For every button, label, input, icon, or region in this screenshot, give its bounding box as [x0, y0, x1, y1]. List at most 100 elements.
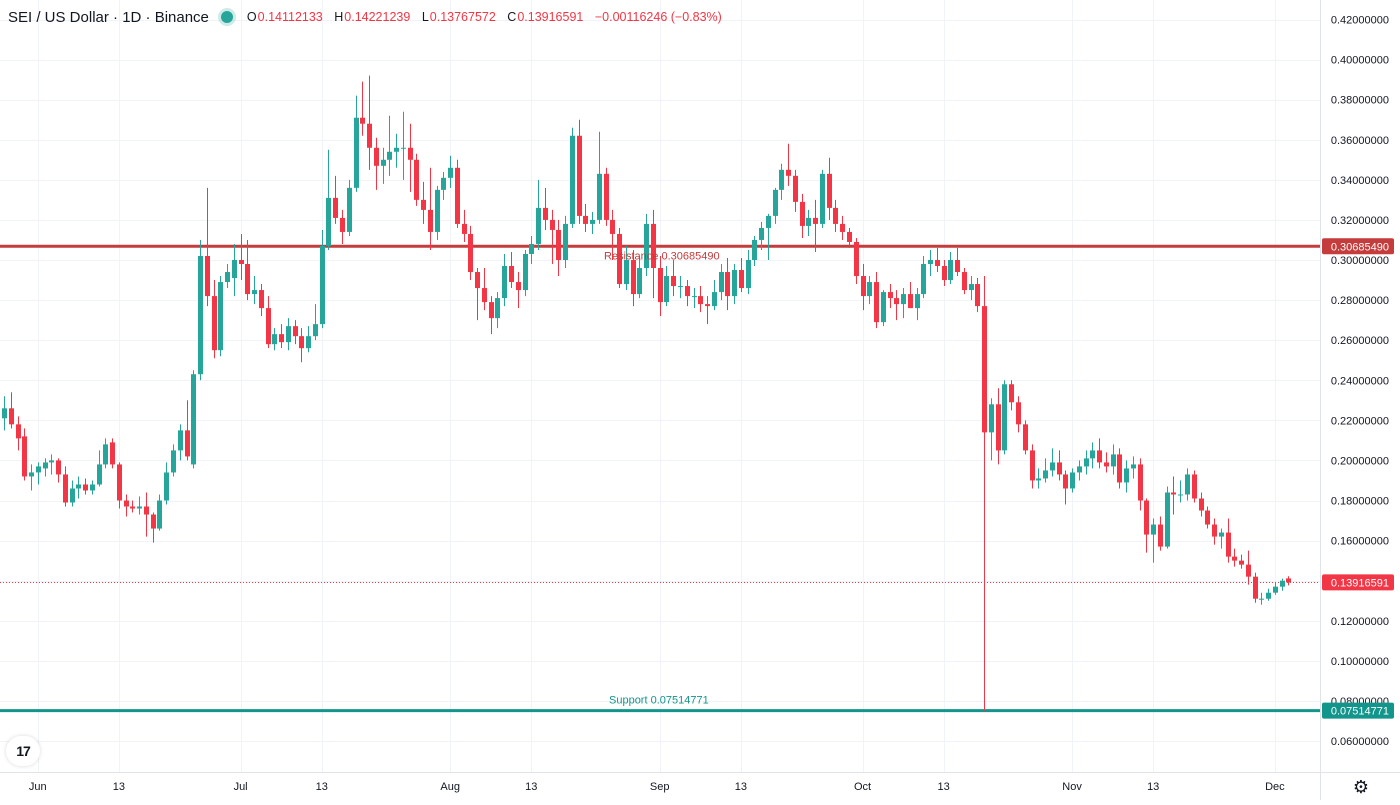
candle-body [800, 201, 805, 226]
time-tick-label: 13 [316, 781, 328, 793]
last-price-badge-label: 0.13916591 [1331, 577, 1389, 589]
candle-body [1002, 384, 1007, 451]
price-tick-label: 0.40000000 [1331, 55, 1389, 67]
candle-body [185, 430, 190, 457]
candle-body [1131, 464, 1136, 469]
time-tick-label: 13 [113, 781, 125, 793]
candle-body [1077, 466, 1082, 473]
candle-body [367, 123, 372, 148]
candle-body [164, 472, 169, 501]
time-tick-label: 13 [1147, 781, 1159, 793]
candle-body [191, 374, 196, 465]
resistance-badge [1322, 238, 1394, 255]
candle-body [671, 276, 676, 287]
gear-icon[interactable]: ⚙ [1352, 777, 1370, 797]
candle-body [921, 264, 926, 295]
candle-body [935, 260, 940, 267]
candle-body [272, 334, 277, 345]
candle-body [90, 484, 95, 491]
candle-body [712, 292, 717, 307]
market-status-icon [220, 11, 233, 23]
resistance-badge-label: 0.30685490 [1331, 241, 1389, 253]
price-tick-label: 0.32000000 [1331, 215, 1389, 227]
candle-body [435, 189, 440, 232]
candle-body [36, 466, 41, 473]
candle-body [1232, 556, 1237, 561]
tradingview-logo-icon[interactable]: 17 [6, 736, 40, 766]
candle-body [543, 207, 548, 220]
candle-body [583, 215, 588, 224]
candle-body [76, 484, 81, 489]
candle-body [306, 336, 311, 349]
candle-body [732, 270, 737, 297]
candle-body [725, 272, 730, 297]
time-tick-label: 13 [735, 781, 747, 793]
candle-body [901, 294, 906, 305]
candle-body [205, 255, 210, 297]
price-tick-label: 0.30000000 [1331, 255, 1389, 267]
candle-body [658, 268, 663, 303]
candle-body [70, 488, 75, 503]
candle-body [354, 117, 359, 188]
candle-body [252, 290, 257, 295]
candle-body [414, 159, 419, 200]
symbol-title[interactable]: SEI / US Dollar · 1D · Binance [8, 8, 209, 26]
candle-body [97, 464, 102, 485]
support-badge [1322, 702, 1394, 719]
time-tick-label: Jun [29, 781, 47, 793]
candle-body [597, 173, 602, 220]
price-tick-label: 0.28000000 [1331, 295, 1389, 307]
candle-body [624, 260, 629, 285]
time-tick-label: 13 [938, 781, 950, 793]
candle-body [773, 189, 778, 216]
candle-body [232, 260, 237, 279]
candle-body [1253, 576, 1258, 599]
candle-body [705, 304, 710, 307]
candle-body [1246, 564, 1251, 577]
candle-body [1185, 474, 1190, 495]
candle-body [759, 227, 764, 240]
candle-body [1104, 462, 1109, 467]
time-tick-label: 13 [525, 781, 537, 793]
candle-body [137, 506, 142, 509]
price-tick-label: 0.42000000 [1331, 15, 1389, 27]
candle-body [610, 219, 615, 234]
candle-body [239, 260, 244, 265]
candle-body [604, 173, 609, 220]
candle-body [49, 460, 54, 463]
candle-body [840, 223, 845, 232]
candle-body [43, 462, 48, 469]
candle-body [1192, 474, 1197, 499]
open-label: O [246, 10, 257, 24]
candle-body [1057, 462, 1062, 475]
candle-body [685, 286, 690, 297]
candle-body [475, 272, 480, 289]
candle-body [955, 260, 960, 273]
candle-body [1050, 462, 1055, 471]
open-value: 0.14112133 [257, 10, 323, 24]
candle-body [1178, 494, 1183, 496]
candle-body [1205, 510, 1210, 525]
candle-body [617, 233, 622, 285]
candle-body [103, 444, 108, 465]
candle-body [1280, 580, 1285, 587]
candle-body [293, 326, 298, 337]
price-tick-label: 0.36000000 [1331, 135, 1389, 147]
candle-body [1158, 524, 1163, 547]
price-tick-label: 0.20000000 [1331, 455, 1389, 467]
symbol-legend: SEI / US Dollar · 1D · Binance O0.141121… [8, 6, 730, 28]
price-tick-label: 0.38000000 [1331, 95, 1389, 107]
candle-body [259, 290, 264, 309]
ohlc-values: O0.14112133 H0.14221239 L0.13767572 C0.1… [247, 10, 730, 24]
candle-body [529, 243, 534, 254]
candle-body [556, 229, 561, 260]
candle-body [1111, 454, 1116, 467]
candle-body [509, 266, 514, 283]
candle-body [468, 233, 473, 273]
price-tick-label: 0.22000000 [1331, 415, 1389, 427]
candle-body [523, 253, 528, 291]
price-tick-label: 0.18000000 [1331, 496, 1389, 508]
change-value: −0.00116246 (−0.83%) [594, 10, 722, 24]
